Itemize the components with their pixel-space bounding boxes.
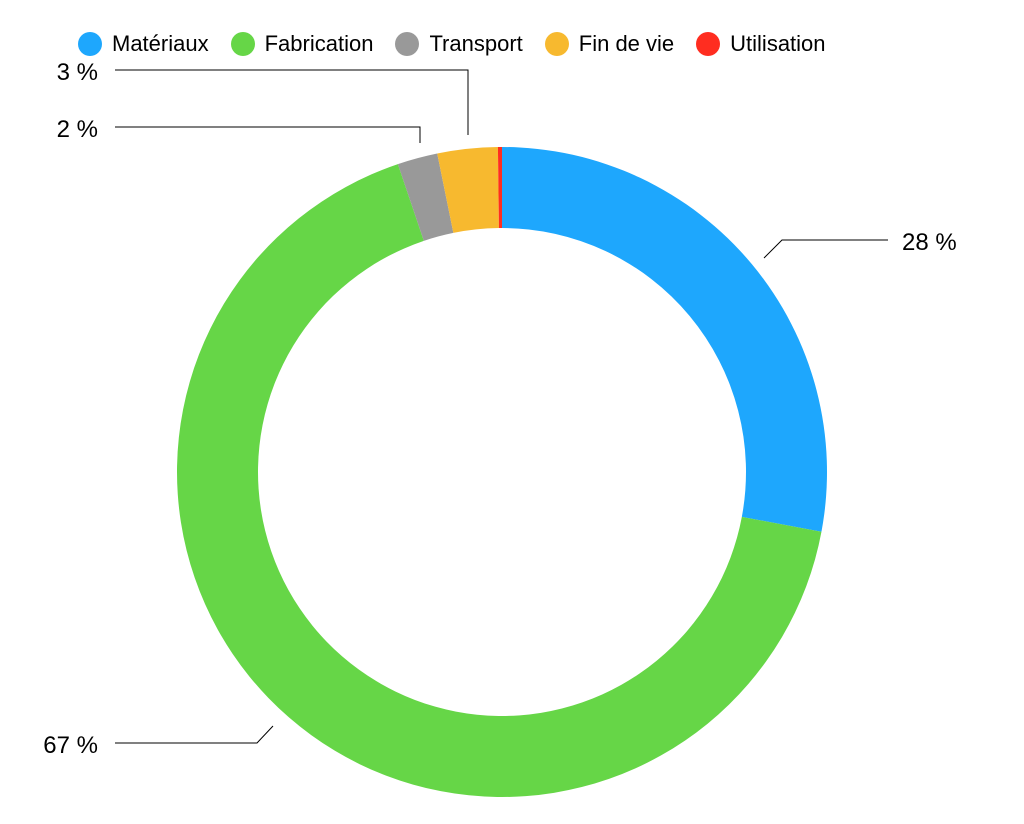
legend-swatch-utilisation xyxy=(696,32,721,56)
leader-line-fin-de-vie xyxy=(115,69,469,135)
legend-label-fabrication: Fabrication xyxy=(264,31,374,56)
legend-label-transport: Transport xyxy=(429,31,523,56)
slice-label-fin-de-vie: 3 % xyxy=(57,59,98,86)
legend-swatch-fabrication xyxy=(230,32,255,56)
legend-label-fin-de-vie: Fin de vie xyxy=(578,31,675,56)
slice-materiaux[interactable] xyxy=(502,147,828,532)
slice-label-transport: 2 % xyxy=(57,116,98,143)
leader-line-transport xyxy=(115,126,421,143)
legend-item-fabrication[interactable]: Fabrication xyxy=(230,31,374,57)
leader-line-fabrication xyxy=(115,725,274,744)
legend-item-utilisation[interactable]: Utilisation xyxy=(696,31,826,57)
legend-swatch-transport xyxy=(395,32,420,56)
legend-item-materiaux[interactable]: Matériaux xyxy=(78,31,209,57)
legend-label-materiaux: Matériaux xyxy=(112,31,209,56)
leader-line-materiaux xyxy=(763,239,888,259)
legend-swatch-fin-de-vie xyxy=(544,32,569,56)
legend-item-transport[interactable]: Transport xyxy=(395,31,523,57)
slice-label-materiaux: 28 % xyxy=(902,229,957,256)
donut-slices xyxy=(177,147,828,797)
slice-label-fabrication: 67 % xyxy=(43,732,98,759)
slice-fin-de-vie[interactable] xyxy=(437,147,499,233)
slice-utilisation[interactable] xyxy=(497,147,502,229)
legend-swatch-materiaux xyxy=(78,32,102,56)
slice-transport[interactable] xyxy=(397,153,454,241)
legend-item-fin-de-vie[interactable]: Fin de vie xyxy=(544,31,675,57)
legend-label-utilisation: Utilisation xyxy=(730,31,826,56)
legend: Matériaux Fabrication Transport Fin de v… xyxy=(78,30,826,58)
